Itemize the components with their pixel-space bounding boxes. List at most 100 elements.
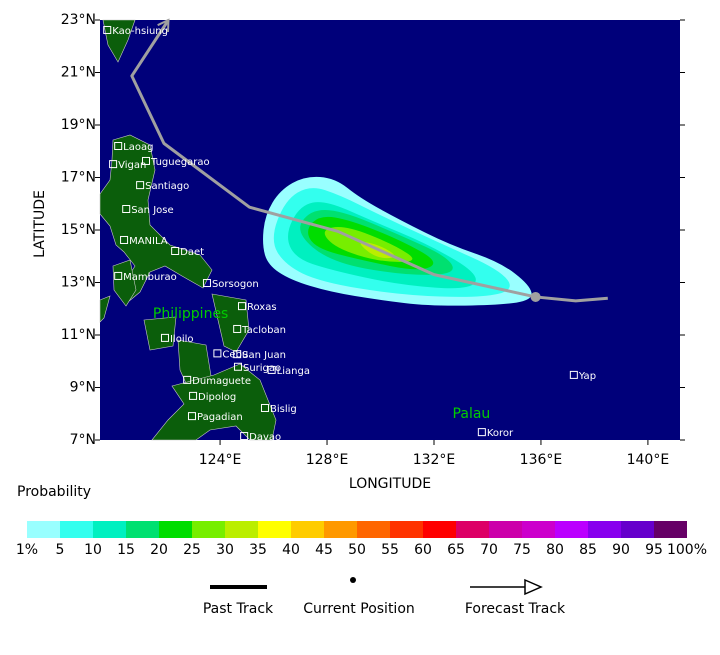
city-marker: [233, 362, 242, 371]
scale-swatch: [456, 521, 489, 538]
scale-swatch: [291, 521, 324, 538]
scale-label: 85: [579, 542, 597, 558]
scale-label: 80: [546, 542, 564, 558]
land: [99, 134, 213, 303]
city-label: Santiago: [145, 181, 189, 192]
scale-label: 70: [480, 542, 498, 558]
scale-swatch: [258, 521, 291, 538]
scale-label: 20: [150, 542, 168, 558]
past-track: [535, 295, 608, 303]
scale-label: 5: [56, 542, 65, 558]
city-label: Kao-hsiung: [112, 26, 168, 37]
scale-label: 95: [645, 542, 663, 558]
scale-swatch: [60, 521, 93, 538]
city-marker: [103, 25, 112, 34]
scale-label: 65: [447, 542, 465, 558]
scale-label: 30: [216, 542, 234, 558]
city-label: San Juan: [242, 350, 286, 361]
current-position-symbol: [350, 577, 356, 583]
current-position: [530, 291, 541, 302]
scale-label: 60: [414, 542, 432, 558]
forecast-track: [130, 19, 536, 299]
city-marker: [202, 279, 211, 288]
city-label: Pagadian: [197, 412, 243, 423]
country-label: Palau: [453, 406, 491, 422]
city-marker: [477, 428, 486, 437]
city-marker: [122, 205, 131, 213]
scale-label: 35: [249, 542, 267, 558]
scale-label: 100%: [667, 542, 707, 558]
city-label: Tacloban: [241, 325, 286, 336]
scale-swatch: [555, 521, 588, 538]
city-label: Bislig: [270, 404, 297, 415]
scale-label: 75: [513, 542, 531, 558]
city-label: Sorsogon: [212, 279, 259, 290]
city-label: Tuguegarao: [150, 157, 210, 168]
scale-label: 25: [183, 542, 201, 558]
x-tick-label: 132°E: [413, 452, 456, 468]
y-tick-label: 7°N: [70, 432, 96, 448]
city-marker: [120, 235, 129, 244]
scale-label: 50: [348, 542, 366, 558]
city-label: Dipolog: [198, 392, 236, 403]
scale-swatch: [489, 521, 522, 538]
y-axis-label: LATITUDE: [32, 190, 48, 258]
city-marker: [267, 365, 276, 374]
city-label: MANILA: [129, 236, 168, 247]
land: [211, 293, 250, 353]
scale-swatch: [159, 521, 192, 538]
city-marker: [569, 370, 578, 379]
y-tick-label: 17°N: [61, 170, 96, 186]
scale-swatch: [225, 521, 258, 538]
scale-swatch: [423, 521, 456, 538]
scale-swatch: [621, 521, 654, 538]
scale-swatch: [324, 521, 357, 538]
scale-label: 1%: [16, 542, 38, 558]
city-marker: [136, 181, 145, 190]
forecast-arrow-symbol: [524, 578, 543, 596]
x-tick-label: 124°E: [199, 452, 242, 468]
city-marker: [114, 142, 123, 150]
y-tick-label: 19°N: [61, 117, 96, 133]
city-label: Cebu: [222, 349, 248, 360]
city-marker: [213, 349, 222, 358]
legend-item: Forecast Track: [465, 601, 566, 617]
city-label: Surigao: [243, 363, 281, 374]
x-axis-label: LONGITUDE: [349, 476, 431, 492]
city-label: Laoag: [123, 142, 153, 153]
city-label: Koror: [487, 428, 514, 439]
scale-swatch: [93, 521, 126, 538]
x-tick-label: 140°E: [627, 452, 670, 468]
city-marker: [114, 271, 123, 280]
scale-label: 45: [315, 542, 333, 558]
city-label: Mamburao: [123, 272, 177, 283]
land: [99, 295, 111, 323]
city-marker: [183, 375, 192, 384]
city-marker: [141, 156, 150, 165]
x-tick-label: 128°E: [306, 452, 349, 468]
scale-swatch: [522, 521, 555, 538]
scale-swatch: [192, 521, 225, 538]
forecast-arrowhead: [157, 18, 170, 33]
y-tick-label: 23°N: [61, 12, 96, 28]
city-marker: [233, 324, 242, 333]
scale-label: 55: [381, 542, 399, 558]
city-label: Davao: [249, 432, 281, 443]
city-marker: [240, 432, 249, 441]
city-label: Iloilo: [170, 334, 194, 345]
city-marker: [237, 302, 246, 311]
scale-swatch: [390, 521, 423, 538]
city-marker: [189, 391, 198, 400]
y-tick-label: 11°N: [61, 327, 96, 343]
land: [112, 259, 137, 307]
legend-item: Current Position: [303, 601, 415, 617]
city-label: San Jose: [131, 205, 173, 216]
scale-swatch: [588, 521, 621, 538]
legend-item: Past Track: [203, 601, 274, 617]
y-tick-label: 13°N: [61, 275, 96, 291]
city-label: Daet: [180, 247, 204, 258]
scale-swatch: [654, 521, 687, 538]
scale-label: 40: [282, 542, 300, 558]
city-label: Roxas: [247, 302, 277, 313]
